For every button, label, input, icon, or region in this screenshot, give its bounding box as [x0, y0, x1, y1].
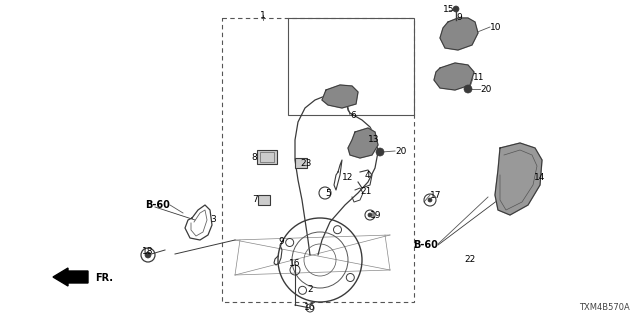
Text: FR.: FR.	[95, 273, 113, 283]
Text: 7: 7	[252, 196, 258, 204]
FancyArrow shape	[53, 268, 88, 286]
Circle shape	[145, 252, 151, 258]
Text: B-60: B-60	[145, 200, 170, 210]
Bar	[288, 18, 414, 115]
Circle shape	[453, 6, 459, 12]
Text: 10: 10	[490, 23, 502, 33]
Text: 1: 1	[260, 11, 266, 20]
Text: B-60: B-60	[413, 240, 438, 250]
Text: 21: 21	[360, 188, 371, 196]
Text: 22: 22	[465, 255, 476, 265]
Polygon shape	[440, 18, 478, 50]
Polygon shape	[322, 85, 358, 108]
Circle shape	[368, 213, 372, 217]
Text: 5: 5	[325, 188, 331, 197]
Polygon shape	[495, 143, 542, 215]
Text: TXM4B570A: TXM4B570A	[579, 303, 630, 312]
Circle shape	[428, 198, 432, 202]
Text: 20: 20	[395, 148, 406, 156]
Text: 19: 19	[370, 211, 381, 220]
Polygon shape	[348, 128, 378, 158]
Bar	[295, 158, 307, 168]
Text: 12: 12	[342, 173, 353, 182]
Text: 14: 14	[534, 173, 545, 182]
Polygon shape	[434, 63, 474, 90]
Text: 13: 13	[368, 135, 380, 145]
Text: 9: 9	[456, 12, 461, 21]
Text: 8: 8	[252, 153, 257, 162]
Bar	[257, 150, 277, 164]
Text: 2: 2	[307, 285, 313, 294]
Circle shape	[464, 85, 472, 93]
Text: 18: 18	[142, 247, 154, 257]
Text: 9: 9	[278, 237, 284, 246]
Text: 16: 16	[289, 260, 301, 268]
Text: 17: 17	[430, 190, 442, 199]
Circle shape	[376, 148, 384, 156]
Bar	[258, 195, 270, 205]
Text: 3: 3	[210, 215, 216, 225]
Text: 6: 6	[350, 110, 356, 119]
Bar	[260, 152, 274, 162]
Text: 4: 4	[365, 171, 371, 180]
Text: 11: 11	[473, 74, 484, 83]
Text: 16: 16	[304, 303, 316, 313]
Text: 15: 15	[444, 5, 455, 14]
Bar	[222, 18, 414, 302]
Text: 20: 20	[480, 85, 492, 94]
Text: 23: 23	[300, 158, 312, 167]
